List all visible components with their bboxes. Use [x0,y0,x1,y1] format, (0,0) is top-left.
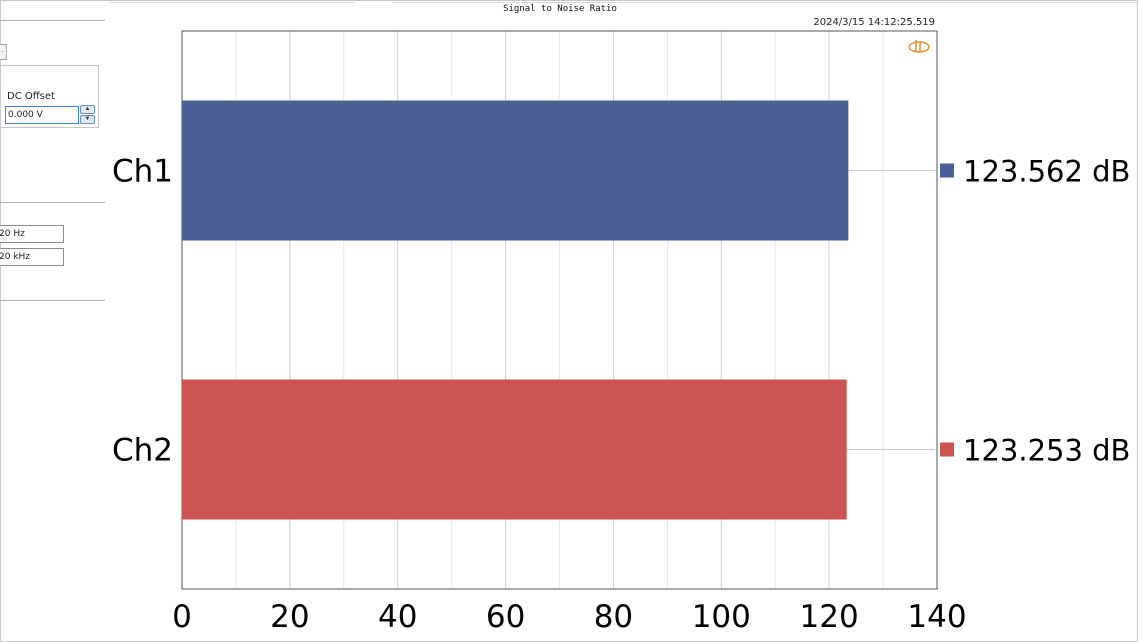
x-tick-label: 140 [907,599,966,635]
category-label: Ch1 [112,154,173,190]
dc-offset-group [0,65,99,128]
category-label: Ch2 [112,433,173,469]
dc-offset-spinner[interactable]: ▲ ▼ [80,105,96,125]
x-tick-label: 100 [692,599,751,635]
spin-down-icon[interactable]: ▼ [80,115,95,124]
low-frequency-input[interactable]: 20 Hz [0,225,64,243]
panel-divider [0,300,105,301]
panel-divider [0,202,105,203]
panel-divider [0,20,105,21]
top-strip-left [110,2,355,3]
value-label: 123.562 dB [963,155,1130,189]
chart-title: Signal to Noise Ratio [503,4,617,14]
x-tick-label: 0 [172,599,192,635]
bar-ch2 [182,379,847,520]
x-tick-label: 40 [378,599,417,635]
x-tick-label: 20 [270,599,309,635]
x-tick-label: 80 [594,599,633,635]
spin-up-icon[interactable]: ▲ [80,105,95,114]
settings-panel: · DC Offset 0.000 V ▲ ▼ 20 Hz 20 kHz [0,0,106,642]
panel-expand-button[interactable]: · [0,44,7,60]
top-strip-right [393,2,1138,3]
bar-ch1 [182,100,849,241]
value-label: 123.253 dB [963,434,1130,468]
high-frequency-input[interactable]: 20 kHz [0,248,64,266]
series-swatch [940,442,954,457]
series-swatch [940,163,954,178]
dc-offset-input[interactable]: 0.000 V [5,106,79,124]
timestamp: 2024/3/15 14:12:25.519 [813,17,935,28]
x-tick-label: 120 [800,599,859,635]
dc-offset-label: DC Offset [7,91,55,102]
analyzer-logo-icon [907,38,931,54]
x-tick-label: 60 [486,599,525,635]
plot-area-frame [181,30,938,590]
